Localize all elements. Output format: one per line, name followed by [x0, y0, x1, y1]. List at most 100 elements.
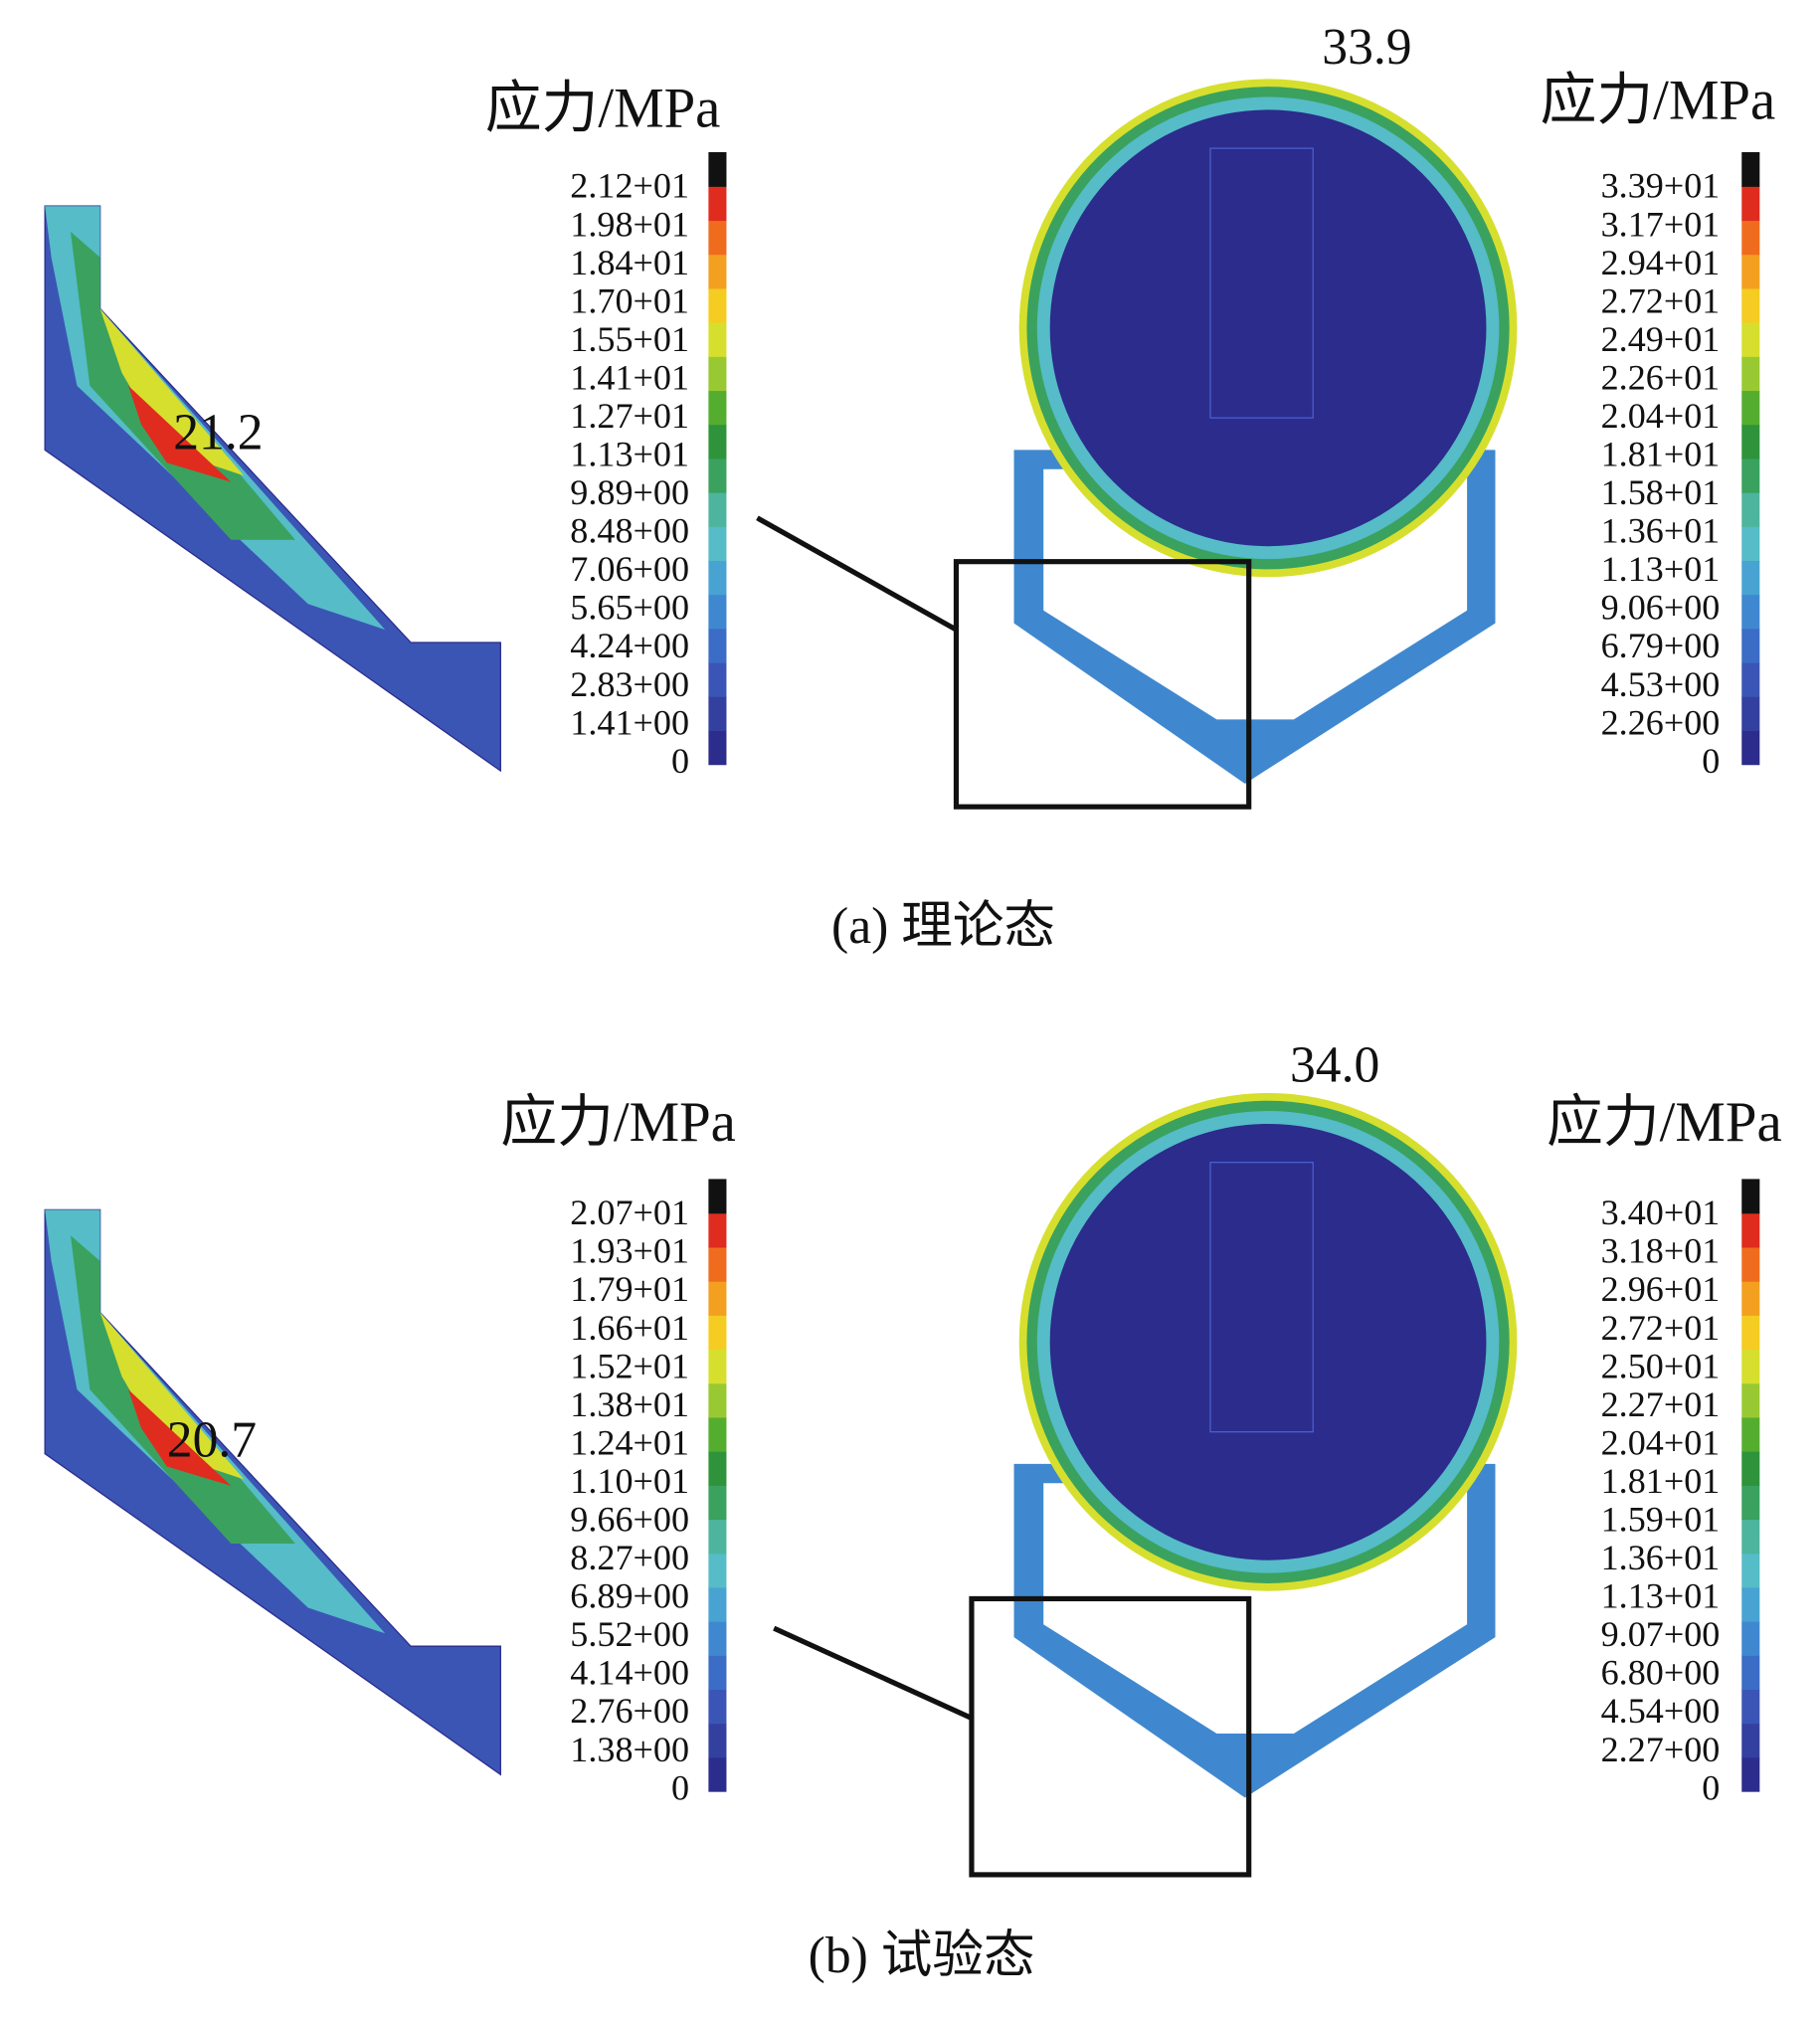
- legend-label: 1.58+01: [1601, 472, 1721, 512]
- colorbar-band: [1741, 1179, 1760, 1214]
- colorbar-band: [1741, 287, 1760, 323]
- colorbar-band: [1741, 661, 1760, 697]
- colorbar-band: [1741, 151, 1760, 187]
- colorbar-band: [708, 1349, 727, 1384]
- legend-label: 1.70+01: [570, 280, 689, 320]
- colorbar-band: [1741, 1756, 1760, 1792]
- legend-label: 1.13+01: [1601, 1576, 1721, 1616]
- legend-label: 5.65+00: [570, 588, 689, 628]
- colorbar-band: [1741, 730, 1760, 766]
- band: [128, 385, 232, 482]
- colorbar-band: [1741, 594, 1760, 630]
- colorbar-band: [708, 458, 727, 493]
- grid-frame: [1209, 147, 1314, 419]
- colorbar-band: [708, 1621, 727, 1656]
- detail-box: [969, 1595, 1252, 1878]
- colorbar-band: [708, 424, 727, 459]
- legend-label: 8.48+00: [570, 511, 689, 551]
- legend-label: 1.41+01: [570, 357, 689, 397]
- colorbar-band: [1741, 1689, 1760, 1725]
- colorbar-band: [708, 730, 727, 766]
- colorbar-band: [708, 661, 727, 697]
- legend-label: 2.04+01: [1601, 1422, 1721, 1462]
- legend-label: 2.26+00: [1601, 702, 1721, 742]
- legend-label: 1.93+01: [570, 1231, 689, 1271]
- core: [1049, 109, 1487, 547]
- colorbar-band: [708, 696, 727, 732]
- colorbar-band: [1741, 1621, 1760, 1656]
- detail-contour: [44, 205, 501, 773]
- panel: 应力/MPa 2.12+011.98+011.84+011.70+011.55+0…: [44, 19, 1776, 955]
- legend-label: 7.06+00: [570, 549, 689, 589]
- colorbar-band: [708, 1485, 727, 1521]
- colorbar-band: [1741, 390, 1760, 426]
- leader-line: [756, 515, 958, 633]
- colorbar-band: [1741, 1246, 1760, 1282]
- colorbar-band: [708, 1382, 727, 1418]
- legend-label: 2.27+01: [1601, 1384, 1721, 1424]
- legend-label: 1.27+01: [570, 396, 689, 436]
- colorbar-band: [1741, 560, 1760, 596]
- legend-label: 2.27+00: [1601, 1730, 1721, 1769]
- colorbar-band: [1741, 1519, 1760, 1555]
- legend-label: 1.81+01: [1601, 435, 1721, 474]
- colorbar-band: [1741, 1451, 1760, 1486]
- peak-label: 21.2: [173, 404, 263, 460]
- peak-label: 34.0: [1290, 1037, 1379, 1094]
- band: [99, 1312, 245, 1480]
- legend-label: 8.27+00: [570, 1538, 689, 1577]
- colorbar-band: [708, 1416, 727, 1452]
- panel: 应力/MPa 2.07+011.93+011.79+011.66+011.52+0…: [44, 1037, 1782, 1984]
- leader-line: [773, 1625, 974, 1721]
- colorbar-band: [1741, 1416, 1760, 1452]
- colorbar-band: [1741, 458, 1760, 493]
- legend-label: 0: [1702, 741, 1720, 781]
- legend-label: 2.49+01: [1601, 319, 1721, 359]
- colorbar-band: [1741, 321, 1760, 357]
- legend-label: 1.38+01: [570, 1384, 689, 1424]
- legend-label: 1.79+01: [570, 1269, 689, 1309]
- legend-label: 9.89+00: [570, 472, 689, 512]
- full-contour: [1013, 1092, 1518, 1798]
- legend-label: 2.50+01: [1601, 1346, 1721, 1385]
- colorbar-band: [708, 356, 727, 392]
- colorbar-band: [708, 186, 727, 222]
- colorbar-band: [1741, 1655, 1760, 1691]
- colorbar-band: [1741, 696, 1760, 732]
- legend-label: 9.66+00: [570, 1500, 689, 1540]
- colorbar-band: [708, 151, 727, 187]
- band: [70, 232, 295, 540]
- legend-label: 2.76+00: [570, 1691, 689, 1731]
- colorbar-band: [708, 526, 727, 562]
- legend-label: 4.53+00: [1601, 664, 1721, 704]
- colorbar-band: [708, 1689, 727, 1725]
- colorbar-band: [708, 1723, 727, 1758]
- legend-label: 1.98+01: [570, 204, 689, 244]
- legend-label: 4.24+00: [570, 626, 689, 665]
- colorbar-band: [708, 1246, 727, 1282]
- legend-label: 5.52+00: [570, 1614, 689, 1654]
- legend-label: 1.13+01: [570, 435, 689, 474]
- colorbar-band: [1741, 1485, 1760, 1521]
- colorbar-band: [708, 1281, 727, 1316]
- detail-box: [953, 559, 1252, 810]
- colorbar-band: [708, 254, 727, 289]
- legend-title: 应力/MPa: [485, 77, 721, 139]
- colorbar-band: [708, 1315, 727, 1351]
- colorbar-band: [1741, 1553, 1760, 1588]
- colorbar-band: [708, 1212, 727, 1248]
- legend-label: 0: [671, 1767, 689, 1807]
- legend-label: 1.13+01: [1601, 549, 1721, 589]
- legend-label: 1.55+01: [570, 319, 689, 359]
- legend-label: 4.54+00: [1601, 1691, 1721, 1731]
- legend-label: 6.80+00: [1601, 1653, 1721, 1693]
- colorbar-band: [1741, 628, 1760, 663]
- legend-title: 应力/MPa: [1541, 70, 1776, 132]
- colorbar-band: [708, 1553, 727, 1588]
- legend-label: 2.83+00: [570, 664, 689, 704]
- legend-label: 9.07+00: [1601, 1614, 1721, 1654]
- colorbar-band: [708, 1179, 727, 1214]
- peak-label: 33.9: [1322, 19, 1411, 76]
- full-contour: [1013, 79, 1518, 784]
- grid-frame: [1209, 1162, 1314, 1433]
